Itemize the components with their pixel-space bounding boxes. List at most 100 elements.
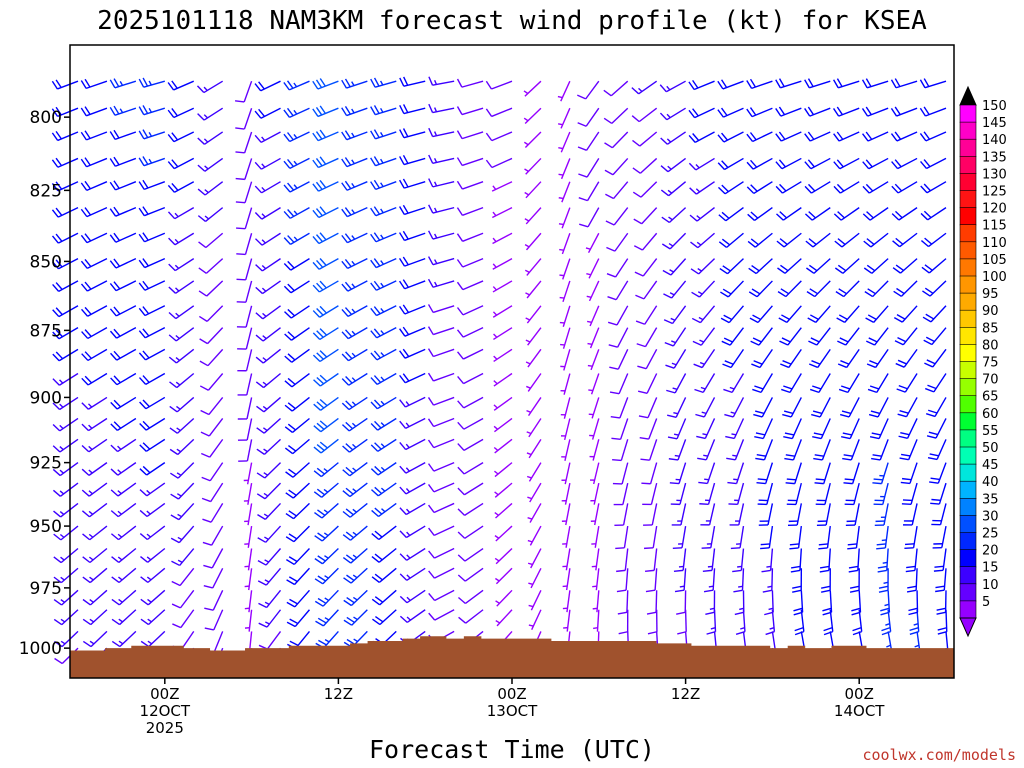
wind-barb-8h-805hpa (167, 131, 195, 143)
wind-barb-42h-882hpa (665, 348, 687, 369)
wind-barb-40h-822hpa (632, 181, 658, 198)
x-tick-label-1-0: 12Z (324, 685, 353, 703)
wind-barb-58h-822hpa (891, 181, 918, 194)
wind-barb-42h-891hpa (666, 373, 687, 394)
wind-barb-10h-941hpa (202, 503, 224, 523)
wind-barb-0h-908hpa (52, 417, 79, 432)
wind-barb-40h-941hpa (643, 503, 658, 526)
wind-barb-58h-831hpa (891, 207, 918, 221)
y-tick-label-850: 850 (30, 252, 62, 272)
wind-barb-38h-891hpa (609, 373, 629, 395)
colorbar-label-50: 50 (982, 441, 999, 456)
wind-barb-8h-933hpa (170, 482, 195, 500)
colorbar-label-65: 65 (982, 390, 999, 405)
wind-barb-60h-805hpa (919, 131, 947, 142)
wind-barb-48h-866hpa (749, 305, 773, 324)
wind-barb-46h-984hpa (735, 609, 746, 635)
wind-barb-28h-900hpa (457, 396, 484, 409)
wind-barb-14h-840hpa (254, 232, 281, 246)
wind-barb-8h-857hpa (168, 280, 195, 294)
wind-barb-48h-984hpa (765, 609, 776, 636)
wind-barb-16h-788hpa (283, 80, 310, 91)
wind-barb-26h-941hpa (427, 502, 455, 514)
wind-barb-44h-797hpa (688, 107, 715, 119)
wind-barb-12h-797hpa (235, 107, 253, 130)
wind-barb-52h-814hpa (804, 157, 831, 170)
wind-barb-0h-857hpa (52, 280, 79, 293)
wind-barb-32h-805hpa (523, 131, 542, 149)
wind-barb-4h-788hpa (109, 78, 137, 89)
wind-barb-60h-831hpa (920, 207, 947, 221)
wind-barb-56h-900hpa (868, 397, 889, 418)
wind-barb-56h-831hpa (862, 207, 889, 221)
wind-barb-14h-797hpa (254, 107, 281, 119)
x-tick-label-2-1: 13OCT (487, 702, 538, 720)
wind-barb-60h-925hpa (929, 462, 947, 484)
wind-barb-60h-941hpa (931, 503, 947, 526)
wind-barb-24h-814hpa (399, 154, 426, 166)
wind-barb-28h-874hpa (456, 327, 484, 338)
wind-barb-30h-916hpa (493, 438, 513, 454)
credit-link[interactable]: coolwx.com/models (862, 746, 1016, 764)
wind-barb-34h-866hpa (559, 305, 571, 327)
wind-barb-20h-797hpa (341, 106, 368, 117)
wind-barb-26h-967hpa (428, 567, 455, 579)
wind-barb-40h-797hpa (631, 107, 658, 123)
wind-barb-18h-933hpa (313, 482, 339, 498)
wind-barb-28h-976hpa (457, 589, 484, 605)
wind-barb-52h-908hpa (812, 418, 831, 440)
wind-barb-32h-900hpa (526, 397, 542, 416)
colorbar-swatch-50 (959, 446, 977, 465)
wind-barb-4h-831hpa (109, 206, 137, 217)
wind-barb-24h-882hpa (399, 348, 426, 359)
wind-barb-4h-814hpa (109, 156, 137, 167)
wind-barb-20h-857hpa (341, 280, 368, 292)
wind-barb-16h-925hpa (285, 462, 310, 478)
wind-barb-38h-805hpa (604, 131, 629, 149)
wind-barb-34h-805hpa (558, 131, 571, 153)
colorbar-swatch-130 (959, 173, 977, 192)
wind-barb-14h-805hpa (254, 131, 281, 143)
wind-barb-38h-908hpa (611, 418, 629, 440)
colorbar-swatch-55 (959, 429, 977, 448)
wind-barb-50h-882hpa (780, 348, 802, 369)
wind-barb-8h-900hpa (169, 396, 195, 413)
wind-barb-14h-941hpa (257, 502, 282, 520)
wind-barb-56h-959hpa (877, 548, 889, 573)
wind-barb-50h-874hpa (779, 327, 802, 346)
wind-barb-42h-933hpa (670, 482, 687, 506)
wind-barb-16h-831hpa (283, 207, 310, 219)
wind-barb-36h-857hpa (586, 280, 600, 302)
wind-barb-24h-925hpa (399, 462, 426, 474)
wind-barb-14h-984hpa (258, 609, 282, 628)
wind-barb-10h-891hpa (199, 373, 224, 391)
wind-barb-22h-891hpa (370, 372, 397, 386)
colorbar-swatch-85 (959, 326, 977, 345)
colorbar-swatch-25 (959, 532, 977, 551)
colorbar-label-10: 10 (982, 578, 999, 593)
wind-barb-44h-788hpa (688, 79, 715, 91)
wind-barb-54h-959hpa (848, 548, 860, 573)
wind-barb-54h-925hpa (843, 462, 860, 485)
wind-barb-44h-908hpa (696, 418, 716, 440)
wind-barb-58h-900hpa (897, 397, 918, 418)
wind-barb-24h-959hpa (399, 547, 426, 561)
wind-barb-28h-967hpa (457, 567, 484, 582)
wind-barb-0h-840hpa (51, 232, 79, 244)
wind-barb-58h-849hpa (892, 258, 918, 274)
wind-barb-46h-857hpa (720, 280, 744, 298)
colorbar-label-40: 40 (982, 475, 999, 490)
wind-barb-58h-933hpa (901, 482, 918, 505)
colorbar-label-25: 25 (982, 527, 999, 542)
wind-barb-28h-916hpa (457, 438, 484, 451)
wind-barb-54h-900hpa (839, 397, 860, 418)
wind-barb-30h-857hpa (492, 280, 513, 293)
wind-barb-28h-805hpa (456, 130, 484, 140)
wind-barb-8h-866hpa (168, 305, 195, 320)
y-tick-label-925: 925 (30, 454, 62, 474)
wind-barb-32h-882hpa (525, 348, 542, 368)
wind-barb-6h-797hpa (138, 105, 166, 116)
colorbar-swatch-100 (959, 275, 977, 294)
wind-barb-54h-805hpa (833, 131, 860, 142)
